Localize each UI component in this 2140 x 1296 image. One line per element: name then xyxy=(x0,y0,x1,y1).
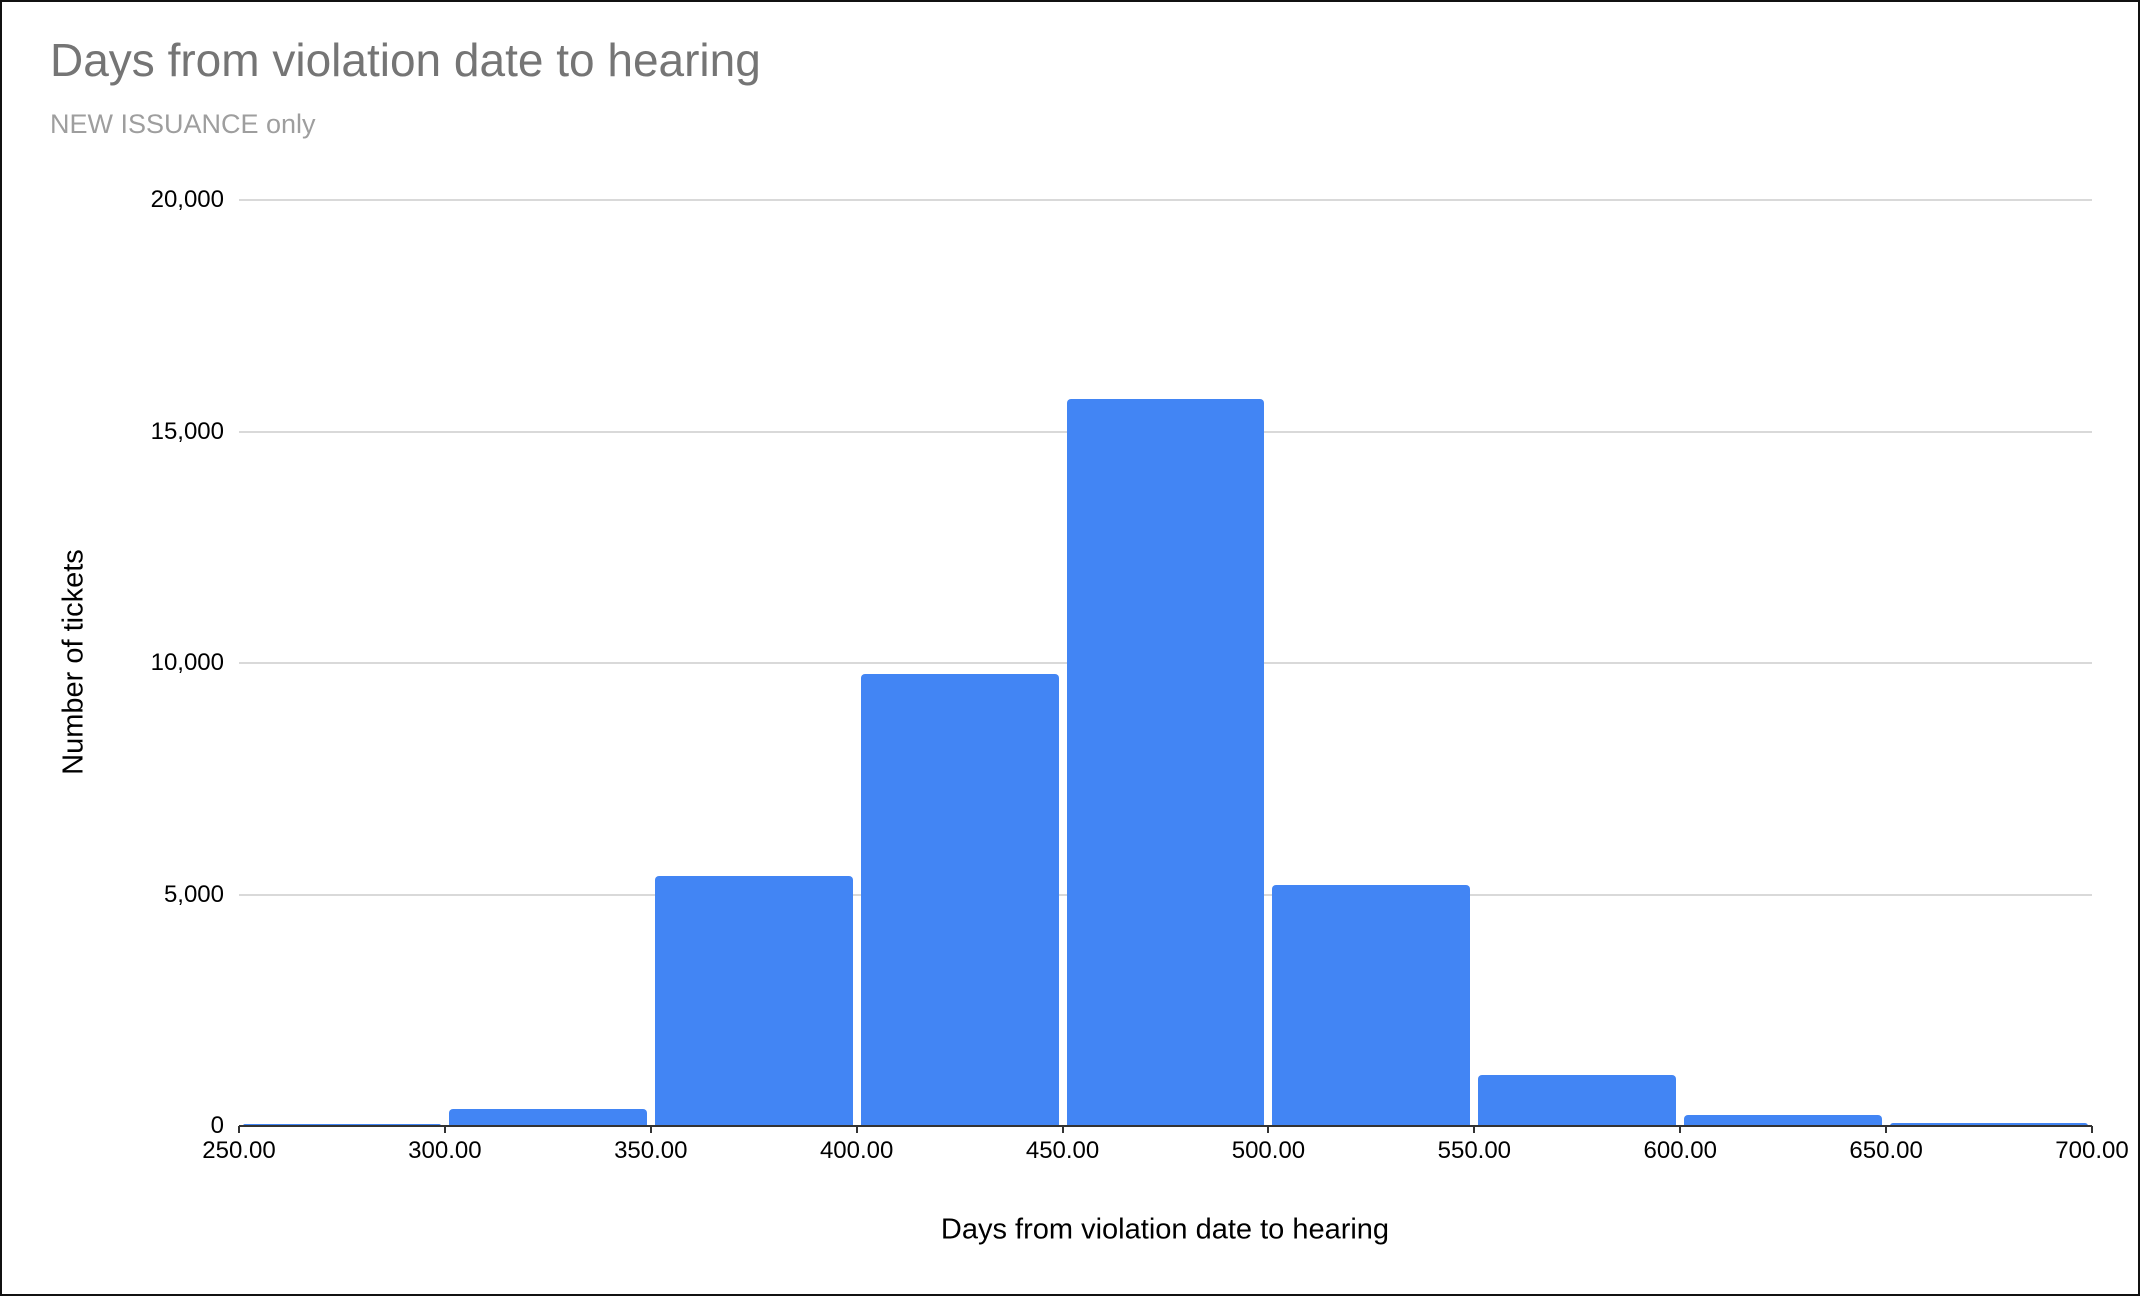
x-axis-line xyxy=(239,1125,2092,1127)
x-tick-label: 600.00 xyxy=(1643,1137,1717,1164)
x-tick-label: 400.00 xyxy=(819,1137,894,1164)
x-tick-mark xyxy=(1473,1126,1476,1133)
x-tick-mark xyxy=(238,1126,240,1133)
histogram-bar xyxy=(243,1123,441,1126)
x-tick-mark xyxy=(2091,1126,2093,1133)
histogram-bar xyxy=(1478,1075,1677,1126)
y-tick-label: 0 xyxy=(210,1112,224,1139)
x-tick-label: 450.00 xyxy=(1025,1137,1100,1164)
histogram-bar xyxy=(654,875,853,1126)
x-tick-label: 700.00 xyxy=(2055,1137,2129,1164)
x-tick-mark xyxy=(1267,1126,1270,1133)
x-tick-label: 650.00 xyxy=(1849,1137,1923,1164)
histogram-bar xyxy=(1890,1123,2088,1126)
histogram-bar xyxy=(1272,885,1471,1126)
x-tick-mark xyxy=(1885,1126,1888,1133)
x-tick-label: 550.00 xyxy=(1437,1137,1512,1164)
x-tick-mark xyxy=(443,1126,446,1133)
x-tick-label: 350.00 xyxy=(614,1137,688,1164)
x-tick-mark xyxy=(855,1126,858,1133)
x-tick-mark xyxy=(1061,1126,1064,1133)
y-tick-label: 15,000 xyxy=(150,417,224,445)
plot-area xyxy=(238,199,2093,1133)
gridline-20000 xyxy=(239,199,2092,201)
chart-title: Days from violation date to hearing xyxy=(50,34,761,86)
chart-subtitle: NEW ISSUANCE only xyxy=(50,109,316,139)
x-tick-label: 500.00 xyxy=(1231,1137,1306,1164)
x-tick-mark xyxy=(649,1126,652,1133)
x-tick-label: 300.00 xyxy=(408,1137,482,1164)
histogram-bar xyxy=(1066,399,1265,1126)
y-tick-label: 5,000 xyxy=(163,880,224,908)
x-tick-mark xyxy=(1679,1126,1682,1133)
x-axis-title: Days from violation date to hearing xyxy=(940,1213,1390,1246)
y-tick-label: 10,000 xyxy=(150,649,224,676)
histogram-bar xyxy=(860,673,1059,1126)
histogram-bar xyxy=(1684,1115,1883,1126)
histogram-bar xyxy=(448,1108,647,1126)
x-tick-label: 250.00 xyxy=(202,1137,276,1164)
y-tick-label: 20,000 xyxy=(150,186,224,213)
